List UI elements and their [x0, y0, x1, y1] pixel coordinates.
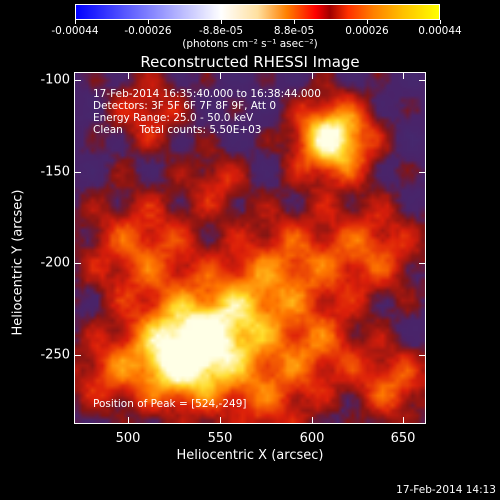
x-tick-label: 550: [207, 431, 233, 446]
x-tick-label: 600: [299, 431, 325, 446]
x-tick-mark: [220, 417, 221, 424]
colorbar-tick-label: -8.8e-05: [198, 25, 244, 37]
x-tick-mark: [403, 72, 404, 79]
colorbar-tick-label: -0.00026: [124, 25, 172, 37]
y-tick-label: -100: [40, 72, 70, 88]
x-tick-mark: [403, 417, 404, 424]
info-clean-counts: Clean Total counts: 5.50E+03: [93, 124, 262, 136]
y-tick-label: -150: [40, 164, 70, 180]
y-tick-label: -250: [40, 347, 70, 363]
x-axis-title: Heliocentric X (arcsec): [176, 448, 324, 463]
colorbar-tick: [294, 20, 295, 24]
x-tick-mark: [312, 417, 313, 424]
colorbar-tick-label: -0.00044: [51, 25, 99, 37]
colorbar: [75, 4, 440, 20]
x-tick-mark: [128, 72, 129, 79]
rhessi-image-plot: [74, 72, 426, 424]
colorbar-tick: [148, 20, 149, 24]
colorbar-tick: [75, 20, 76, 24]
y-tick-label: -200: [40, 255, 70, 271]
colorbar-unit-label: (photons cm⁻² s⁻¹ asec⁻²): [182, 38, 318, 50]
info-time-range: 17-Feb-2014 16:35:40.000 to 16:38:44.000: [93, 88, 321, 100]
x-tick-label: 500: [115, 431, 141, 446]
y-tick-mark: [419, 263, 426, 264]
info-energy-range: Energy Range: 25.0 - 50.0 keV: [93, 112, 254, 124]
colorbar-tick: [221, 20, 222, 24]
peak-position: Position of Peak = [524,-249]: [93, 398, 247, 410]
y-tick-mark: [74, 80, 81, 81]
colorbar-tick-label: 8.8e-05: [273, 25, 315, 37]
colorbar-tick: [440, 20, 441, 24]
heatmap-canvas: [75, 73, 425, 423]
x-tick-mark: [312, 72, 313, 79]
image-title: Reconstructed RHESSI Image: [140, 53, 360, 71]
y-tick-mark: [419, 172, 426, 173]
y-tick-mark: [74, 263, 81, 264]
y-axis-title: Heliocentric Y (arcsec): [10, 189, 26, 336]
x-tick-mark: [220, 72, 221, 79]
info-detectors: Detectors: 3F 5F 6F 7F 8F 9F, Att 0: [93, 100, 277, 112]
y-tick-mark: [419, 355, 426, 356]
colorbar-tick-label: 0.00026: [345, 25, 389, 37]
x-tick-label: 650: [390, 431, 416, 446]
colorbar-tick: [367, 20, 368, 24]
y-tick-mark: [419, 80, 426, 81]
y-tick-mark: [74, 172, 81, 173]
footer-timestamp: 17-Feb-2014 14:13: [396, 484, 496, 496]
y-tick-mark: [74, 355, 81, 356]
x-tick-mark: [128, 417, 129, 424]
colorbar-tick-label: 0.00044: [418, 25, 462, 37]
